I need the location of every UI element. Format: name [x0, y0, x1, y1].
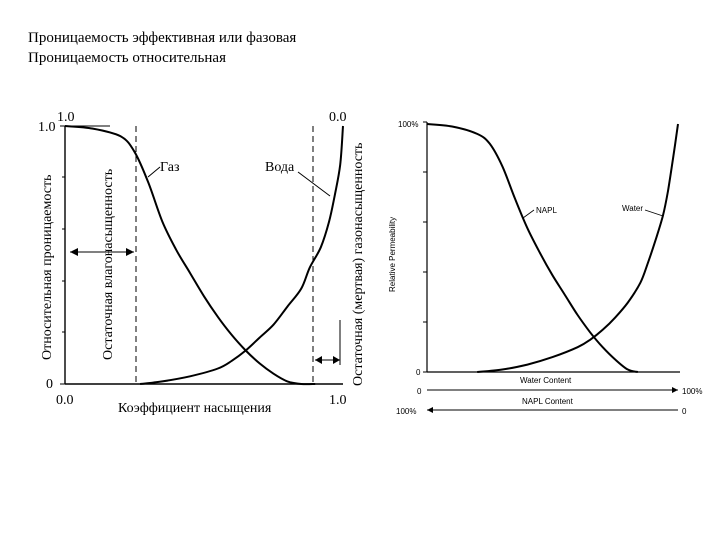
left-y-axis-label: Относительная проницаемость: [40, 175, 55, 360]
water-content-arrow-head: [672, 387, 678, 393]
left-y-tick-label-top: 1.0: [38, 120, 56, 135]
water-content-tick-right: 100%: [682, 387, 702, 396]
series-label-napl: NAPL: [536, 206, 557, 215]
left-x-tick-label-right: 1.0: [329, 393, 347, 408]
series-label-gas: Газ: [160, 160, 180, 175]
residual-gas-arrow-head-right: [333, 356, 340, 364]
series-label-water-leader: [297, 171, 331, 197]
right-chart: 100% 0 Relative Permeability 0 100% Wate…: [388, 120, 702, 416]
residual-water-label: Остаточная влагонасыщенность: [101, 169, 116, 360]
series-line-water: [139, 125, 344, 385]
residual-water-arrow-head-right: [126, 248, 134, 256]
residual-gas-label: Остаточная (мертвая) газонасыщенность: [351, 143, 366, 386]
series-line-water-right: [477, 123, 679, 373]
water-content-label: Water Content: [520, 376, 572, 385]
right-y-tick-label-top: 100%: [398, 120, 418, 129]
series-label-gas-leader: [147, 166, 161, 178]
residual-water-arrow-head-left: [70, 248, 78, 256]
left-x-axis-label: Коэффициент насыщения: [118, 401, 272, 416]
left-top-tick-label-left: 1.0: [57, 110, 75, 125]
right-y-axis-label: Relative Permeability: [388, 217, 397, 292]
heading-line-2: Проницаемость относительная: [28, 50, 226, 66]
left-top-tick-label-right: 0.0: [329, 110, 347, 125]
heading-line-1: Проницаемость эффективная или фазовая: [28, 30, 297, 46]
left-chart: 1.0 1.0 0.0 0 0.0 1.0 Коэффициент насыще…: [38, 110, 366, 416]
napl-content-label: NAPL Content: [522, 397, 574, 406]
series-label-water-right-leader: [644, 209, 664, 217]
water-content-tick-left: 0: [417, 387, 422, 396]
series-line-napl: [426, 123, 639, 373]
series-label-water-right: Water: [622, 204, 643, 213]
series-line-gas: [64, 125, 316, 386]
napl-content-arrow-head: [427, 407, 433, 413]
napl-content-tick-right: 0: [682, 407, 687, 416]
napl-content-tick-left: 100%: [396, 407, 416, 416]
left-y-tick-label-bottom: 0: [46, 377, 53, 392]
residual-gas-arrow-head-left: [315, 356, 322, 364]
right-y-tick-label-bottom: 0: [416, 368, 421, 377]
series-label-napl-leader: [522, 209, 535, 219]
series-label-water: Вода: [265, 160, 295, 175]
left-x-tick-label-left: 0.0: [56, 393, 74, 408]
